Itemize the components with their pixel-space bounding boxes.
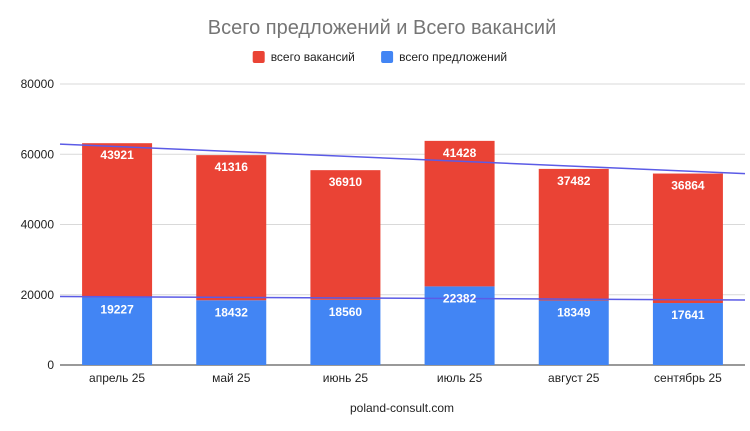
data-label: 18349 bbox=[557, 306, 591, 320]
gridlines bbox=[60, 83, 745, 366]
data-label: 41428 bbox=[443, 146, 477, 160]
y-tick-label: 0 bbox=[47, 358, 54, 372]
bar-segment bbox=[196, 155, 267, 301]
x-tick-label: июль 25 bbox=[437, 371, 483, 385]
legend-label: всего вакансий bbox=[271, 50, 355, 64]
x-tick-label: август 25 bbox=[548, 371, 600, 385]
bar-segment bbox=[82, 297, 153, 365]
data-label: 36910 bbox=[329, 175, 363, 189]
legend: всего вакансий всего предложений bbox=[252, 50, 507, 64]
trendline bbox=[59, 143, 746, 175]
data-label: 18560 bbox=[329, 305, 363, 319]
y-tick-label: 20000 bbox=[21, 288, 55, 302]
x-tick-label: сентябрь 25 bbox=[654, 371, 722, 385]
x-tick-label: май 25 bbox=[212, 371, 251, 385]
data-label: 43921 bbox=[100, 148, 134, 162]
bar-segment bbox=[424, 140, 495, 287]
data-label: 41316 bbox=[215, 160, 249, 174]
y-axis-ticks: 0 20000 40000 60000 80000 bbox=[21, 77, 55, 372]
x-tick-label: июнь 25 bbox=[323, 371, 369, 385]
x-axis-label: poland-consult.com bbox=[350, 401, 454, 415]
legend-label: всего предложений bbox=[399, 50, 507, 64]
bar-segment bbox=[424, 286, 495, 365]
legend-swatch bbox=[252, 51, 265, 63]
data-label: 19227 bbox=[100, 302, 134, 316]
bar-segment bbox=[652, 173, 723, 304]
y-tick-label: 60000 bbox=[21, 147, 55, 161]
y-tick-label: 40000 bbox=[21, 218, 55, 232]
bar-segment bbox=[652, 303, 723, 365]
data-label: 22382 bbox=[443, 291, 477, 305]
x-axis-categories: апрель 25 май 25 июнь 25 июль 25 август 25 се… bbox=[89, 371, 722, 385]
bar-segment bbox=[538, 300, 609, 365]
bar-segment bbox=[538, 168, 609, 301]
data-labels: 19227 43921 18432 41316 18560 36910 22382 41428… bbox=[100, 146, 705, 322]
bar-segment bbox=[310, 170, 381, 300]
data-label: 36864 bbox=[671, 179, 705, 193]
legend-swatch bbox=[381, 51, 394, 63]
bar-segment bbox=[196, 300, 267, 365]
data-label: 37482 bbox=[557, 174, 591, 188]
trendline bbox=[59, 295, 746, 301]
data-label: 17641 bbox=[671, 308, 705, 322]
x-tick-label: апрель 25 bbox=[89, 371, 145, 385]
bar-segment bbox=[82, 143, 153, 298]
trendlines bbox=[59, 143, 746, 301]
y-tick-label: 80000 bbox=[21, 77, 55, 91]
chart-title: Всего предложений и Всего вакансий bbox=[208, 17, 557, 39]
data-label: 18432 bbox=[215, 305, 249, 319]
bar-segment bbox=[310, 299, 381, 365]
bars bbox=[82, 140, 723, 365]
